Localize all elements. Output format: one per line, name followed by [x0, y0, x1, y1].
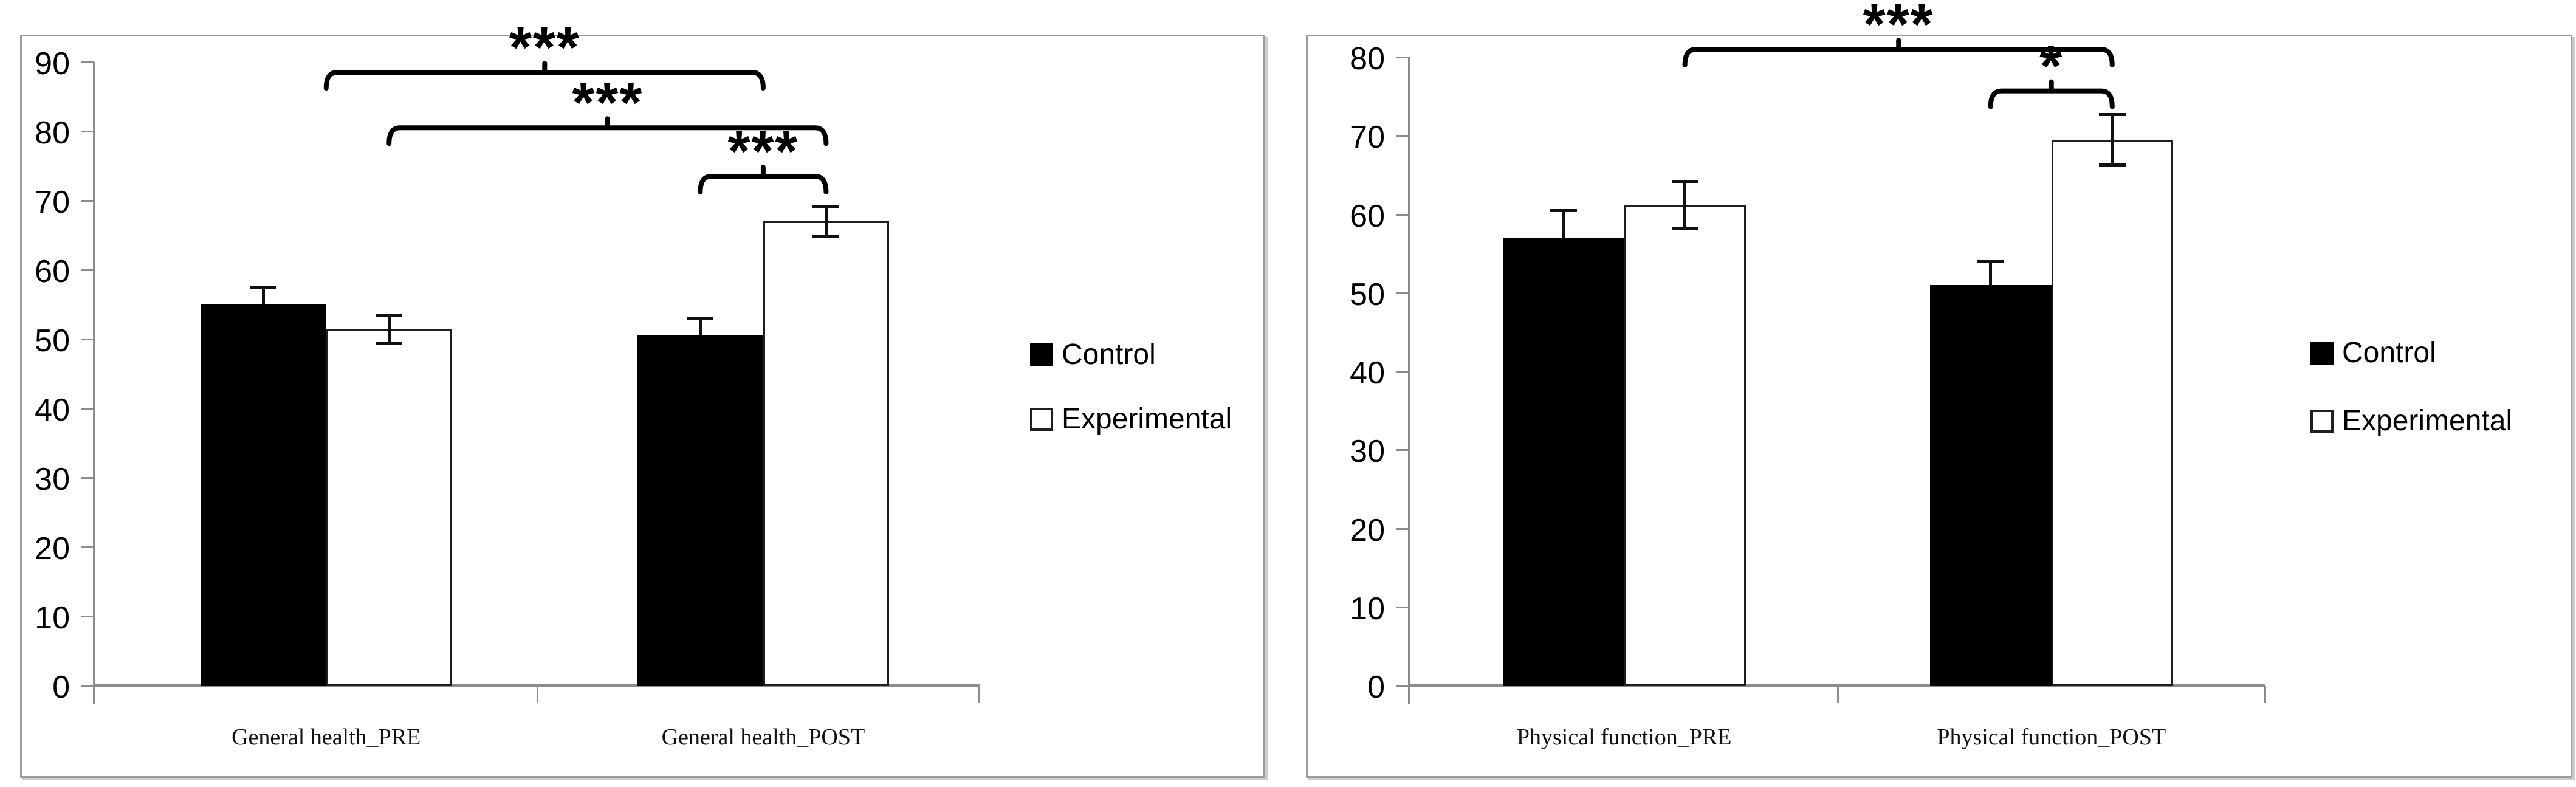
- y-tick-label: 90: [35, 46, 70, 81]
- legend-label: Control: [2342, 337, 2436, 369]
- y-axis-tick: [81, 269, 94, 271]
- category-divider-tick: [536, 686, 538, 703]
- y-axis-tick: [1396, 685, 1409, 687]
- y-axis-line: [93, 62, 95, 704]
- error-bar-cap-top: [1550, 209, 1577, 213]
- y-tick-label: 50: [1350, 277, 1385, 312]
- legend-item-experimental: Experimental: [2310, 407, 2512, 436]
- y-axis-tick: [1396, 292, 1409, 294]
- y-axis-tick: [1396, 606, 1409, 608]
- significance-stars: ***: [1863, 0, 1934, 57]
- category-label: Physical function_PRE: [1516, 724, 1732, 750]
- error-bar-cap-bottom: [2098, 163, 2126, 167]
- error-bar-line: [261, 287, 265, 304]
- y-tick-label: 30: [35, 462, 70, 497]
- error-bar-line: [1989, 261, 1993, 285]
- significance-stars: ***: [727, 119, 799, 184]
- y-axis-tick: [81, 477, 94, 479]
- y-axis-tick: [81, 200, 94, 202]
- y-tick-label: 10: [35, 600, 70, 636]
- bar-control-physical-function-post: [1929, 284, 2052, 686]
- category-label: General health_POST: [661, 724, 865, 750]
- y-tick-label: 30: [1350, 434, 1385, 470]
- legend-filled-square-icon: [2310, 342, 2334, 365]
- bar-experimental-general-health-post: [763, 221, 889, 686]
- bar-control-physical-function-pre: [1502, 238, 1624, 686]
- y-axis-tick: [81, 546, 94, 548]
- y-axis-tick: [1396, 371, 1409, 373]
- category-label: General health_PRE: [232, 724, 421, 750]
- y-axis-tick: [1396, 449, 1409, 452]
- y-tick-label: 20: [35, 531, 70, 566]
- y-axis-tick: [81, 685, 94, 687]
- y-axis-tick: [1396, 213, 1409, 216]
- error-bar-cap-top: [1977, 260, 2004, 264]
- bar-experimental-physical-function-post: [2051, 139, 2173, 686]
- error-bar-cap-top: [250, 286, 277, 289]
- y-tick-label: 20: [1350, 512, 1385, 548]
- error-bar-cap-bottom: [812, 235, 840, 239]
- y-axis-tick: [81, 408, 94, 410]
- legend-label: Control: [1062, 339, 1156, 371]
- error-bar-line: [698, 318, 702, 336]
- error-bar-cap-top: [687, 317, 714, 320]
- y-tick-label: 60: [1350, 198, 1385, 234]
- y-tick-label: 80: [35, 115, 70, 151]
- error-bar-line: [2111, 114, 2114, 165]
- error-bar-line: [1683, 181, 1687, 229]
- category-label: Physical function_POST: [1937, 724, 2166, 750]
- y-tick-label: 70: [35, 185, 70, 220]
- error-bar-cap-top: [1671, 180, 1698, 184]
- y-tick-label: 70: [1350, 120, 1385, 156]
- legend-label: Experimental: [2342, 405, 2513, 437]
- legend-outlined-square-icon: [1030, 408, 1053, 431]
- chart-panel-general-health: 0 10 20 30 40 50 60 70 80 90 General health_PRE Gen…: [20, 19, 1265, 778]
- significance-stars: ***: [509, 15, 580, 80]
- y-tick-label: 10: [1350, 591, 1385, 627]
- significance-stars: ***: [572, 70, 644, 136]
- error-bar-cap-top: [812, 205, 840, 208]
- bar-control-general-health-post: [637, 335, 763, 686]
- y-tick-label: 40: [35, 393, 70, 428]
- error-bar-cap-bottom: [1671, 227, 1698, 230]
- y-axis-tick: [1396, 528, 1409, 530]
- x-axis-end-tick: [2264, 686, 2266, 703]
- legend-label: Experimental: [1062, 403, 1232, 435]
- y-tick-label: 60: [35, 254, 70, 289]
- y-tick-label: 40: [1350, 356, 1385, 391]
- y-tick-label: 80: [1350, 41, 1385, 77]
- error-bar-line: [387, 315, 391, 343]
- y-axis-tick: [1396, 57, 1409, 58]
- y-axis-tick: [1396, 135, 1409, 137]
- significance-stars: *: [2039, 33, 2064, 98]
- bar-experimental-physical-function-pre: [1624, 204, 1746, 686]
- y-tick-label: 0: [52, 670, 70, 705]
- legend-item-control: Control: [2310, 339, 2436, 368]
- legend-outlined-square-icon: [2310, 410, 2334, 433]
- error-bar-cap-top: [376, 314, 403, 317]
- y-tick-label: 0: [1367, 670, 1385, 705]
- chart-panel-physical-function: 0 10 20 30 40 50 60 70 80 Physical function_PRE Ph…: [1306, 0, 2572, 778]
- error-bar-cap-bottom: [376, 341, 403, 345]
- error-bar-line: [824, 206, 828, 237]
- error-bar-line: [1562, 210, 1565, 238]
- y-axis-tick: [81, 616, 94, 617]
- y-axis-line: [1408, 57, 1410, 704]
- error-bar-cap-top: [2098, 113, 2126, 117]
- y-axis-tick: [81, 61, 94, 63]
- legend-item-control: Control: [1030, 340, 1156, 369]
- y-axis-tick: [81, 339, 94, 340]
- x-axis-end-tick: [978, 686, 980, 703]
- bar-experimental-general-health-pre: [326, 328, 452, 686]
- y-tick-label: 50: [35, 323, 70, 359]
- category-divider-tick: [1836, 686, 1839, 703]
- legend-item-experimental: Experimental: [1030, 405, 1232, 434]
- legend-filled-square-icon: [1030, 343, 1053, 366]
- bar-control-general-health-pre: [200, 304, 326, 686]
- y-axis-tick: [81, 131, 94, 132]
